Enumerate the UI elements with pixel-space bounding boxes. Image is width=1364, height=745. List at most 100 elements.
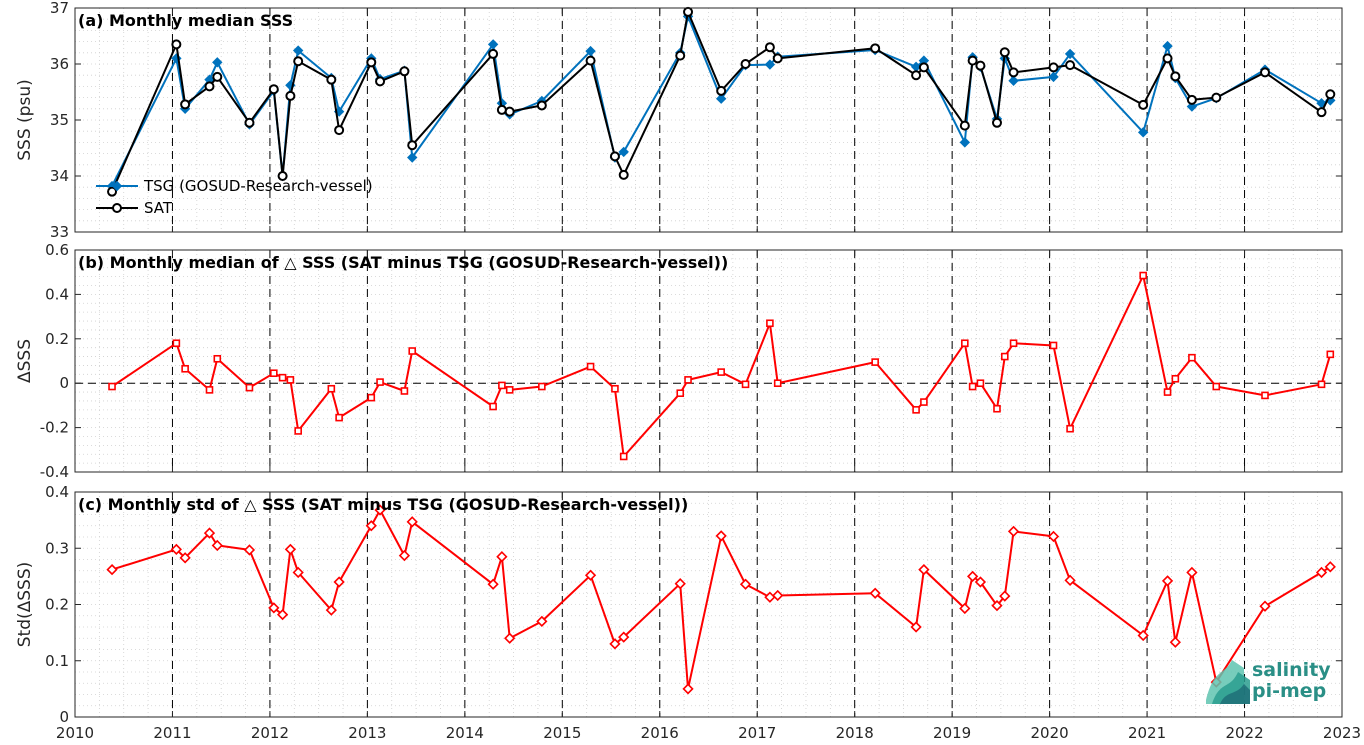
data-point: [496, 551, 508, 563]
data-point: [1317, 380, 1326, 389]
data-point: [1186, 94, 1197, 105]
data-point: [1324, 561, 1336, 573]
data-point: [489, 402, 497, 411]
data-point: [584, 569, 597, 581]
data-point: [487, 39, 499, 50]
data-point: [538, 382, 546, 391]
data-point: [1326, 350, 1335, 359]
data-point: [211, 539, 223, 552]
data-point: [911, 70, 922, 81]
data-point: [966, 570, 979, 583]
data-point: [715, 93, 727, 104]
data-point: [975, 60, 986, 71]
data-point: [106, 563, 118, 576]
data-point: [974, 576, 987, 588]
data-point: [1259, 600, 1271, 612]
y-tick-label: -0.4: [40, 463, 69, 481]
legend: TSG (GOSUD-Research-vessel) SAT: [96, 177, 373, 217]
data-point: [1212, 382, 1221, 391]
x-tick-label: 2017: [738, 724, 776, 742]
salinity-pi-mep-logo: salinity pi-mep: [1206, 659, 1331, 704]
data-point: [536, 615, 548, 628]
x-tick-label: 2013: [348, 724, 386, 742]
data-point: [1048, 62, 1059, 73]
data-point: [505, 386, 514, 394]
data-point: [773, 379, 782, 388]
x-tick-label: 2010: [56, 724, 94, 742]
data-point: [676, 389, 685, 397]
data-point: [487, 578, 499, 590]
data-point: [212, 71, 223, 82]
y-tick-label: 0.1: [45, 652, 69, 670]
data-point: [293, 56, 304, 67]
data-point: [715, 530, 727, 542]
y-tick-label: -0.2: [40, 419, 69, 437]
data-point: [292, 566, 304, 579]
data-point: [1048, 71, 1059, 83]
x-tick-label: 2012: [251, 724, 289, 742]
data-point: [496, 104, 507, 115]
data-point: [107, 186, 118, 197]
y-tick-label: 0.4: [45, 285, 69, 303]
y-tick-label: 0.6: [45, 241, 69, 259]
series-0: [108, 271, 1335, 461]
data-point: [536, 100, 547, 111]
data-point: [717, 368, 725, 376]
data-point: [284, 543, 297, 556]
data-point: [1315, 566, 1328, 579]
data-point: [376, 378, 384, 386]
y-tick-label: 37: [50, 0, 69, 17]
data-point: [292, 45, 304, 56]
data-point: [333, 576, 345, 588]
y-tick-label: 0: [59, 708, 69, 726]
data-point: [1065, 60, 1076, 71]
data-point: [212, 57, 223, 68]
x-tick-label: 2011: [153, 724, 191, 742]
data-point: [918, 563, 930, 576]
data-point: [1163, 388, 1172, 396]
data-point: [586, 362, 595, 371]
data-point: [294, 427, 302, 435]
data-point: [675, 50, 686, 61]
data-point: [1049, 341, 1058, 350]
data-point: [618, 146, 629, 158]
data-point: [367, 393, 376, 402]
data-point: [172, 339, 181, 348]
data-point: [959, 120, 970, 131]
data-point: [618, 169, 629, 180]
data-point: [488, 48, 499, 59]
panels: 33 34 35 36 37 SSS (psu) (a) Monthly median SS…: [15, 0, 1361, 742]
x-tick-label: 2014: [446, 724, 484, 742]
data-point: [611, 384, 619, 393]
data-point: [244, 117, 255, 128]
y-axis-label: SSS (psu): [15, 79, 35, 160]
data-point: [674, 578, 686, 590]
data-point: [1171, 374, 1180, 383]
data-point: [619, 452, 628, 461]
data-point: [276, 608, 289, 621]
data-point: [870, 43, 881, 54]
data-point: [918, 62, 929, 73]
data-point: [1162, 53, 1173, 64]
data-point: [407, 152, 418, 163]
legend-marker: [112, 203, 122, 213]
data-point: [683, 6, 694, 17]
logo-line-2: pi-mep: [1252, 680, 1326, 702]
data-point: [741, 380, 750, 389]
series-line: [111, 509, 1331, 690]
data-point: [326, 74, 337, 85]
y-tick-label: 0.3: [45, 539, 69, 557]
data-point: [1009, 339, 1018, 348]
data-point: [286, 376, 295, 384]
panel-a: 33 34 35 36 37 SSS (psu) (a) Monthly median SS…: [15, 0, 1343, 241]
data-point: [1261, 391, 1269, 400]
data-point: [871, 358, 879, 366]
data-point: [399, 66, 410, 77]
year-dashed-lines: [171, 8, 1246, 232]
data-point: [1169, 636, 1181, 648]
data-point: [1000, 352, 1009, 361]
y-tick-label: 0.2: [45, 596, 69, 614]
data-point: [245, 383, 254, 392]
data-point: [1064, 574, 1076, 586]
x-tick-label: 2022: [1225, 724, 1263, 742]
